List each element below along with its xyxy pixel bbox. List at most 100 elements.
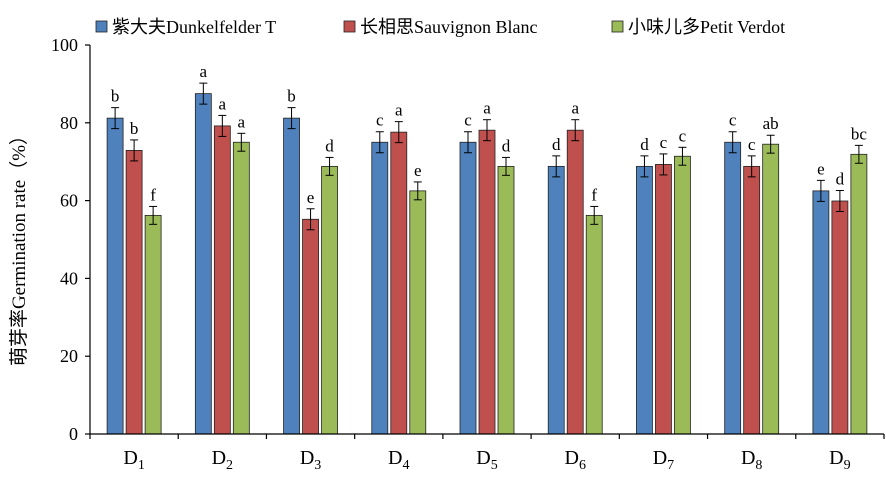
significance-letter: c [729, 111, 737, 130]
category-label-subscript: 7 [667, 458, 674, 473]
category-label: D8 [741, 447, 762, 473]
significance-letter: bc [851, 124, 868, 143]
category-label-subscript: 3 [314, 458, 321, 473]
category-label-base: D [212, 447, 226, 469]
bar [213, 125, 231, 435]
bar [194, 93, 212, 435]
bar [371, 141, 389, 435]
y-tick-label: 0 [69, 424, 78, 444]
bar [283, 117, 300, 435]
y-tick-label: 100 [51, 35, 78, 55]
category-label: D3 [300, 447, 321, 473]
bar [106, 117, 124, 435]
legend-item: 小味儿多Petit Verdot [611, 17, 785, 37]
y-axis-label: 萌芽率Germination rate（%） [8, 126, 30, 366]
significance-letter: d [325, 136, 334, 155]
significance-letter: c [464, 111, 472, 130]
significance-letter: a [571, 99, 579, 118]
legend-swatch [95, 20, 108, 33]
category-label-base: D [829, 447, 843, 469]
significance-letter: e [414, 161, 422, 180]
bar [321, 165, 338, 435]
y-tick-label: 20 [60, 346, 78, 366]
bar [812, 190, 830, 435]
category-label-base: D [564, 447, 578, 469]
bar [390, 131, 408, 435]
category-label-subscript: 5 [491, 458, 498, 473]
category-label-subscript: 6 [579, 458, 586, 473]
bar [409, 190, 427, 435]
category-label-base: D [741, 447, 755, 469]
legend-item: 紫大夫Dunkelfelder T [95, 17, 276, 37]
significance-letter: b [287, 87, 296, 106]
bar [497, 165, 515, 435]
significance-letter: c [660, 133, 668, 152]
category-label-base: D [123, 447, 137, 469]
significance-letter: a [200, 62, 208, 81]
category-label-subscript: 8 [755, 458, 762, 473]
bar [144, 214, 162, 435]
significance-letter: d [502, 136, 511, 155]
significance-letter: e [307, 188, 315, 207]
category-label-subscript: 4 [403, 458, 410, 473]
significance-letter: d [640, 135, 649, 154]
category-label-subscript: 2 [226, 458, 233, 473]
significance-letter: c [376, 111, 384, 130]
significance-letter: d [552, 135, 561, 154]
significance-letter: a [483, 99, 491, 118]
category-label: D9 [829, 447, 850, 473]
significance-letter: b [111, 87, 120, 106]
bar [655, 164, 672, 435]
y-tick-label: 80 [60, 113, 78, 133]
bar [566, 129, 584, 435]
bar [831, 200, 849, 435]
significance-letter: a [395, 101, 403, 120]
significance-letter: f [591, 185, 597, 204]
category-label: D6 [564, 447, 585, 473]
significance-letter: b [130, 119, 139, 138]
bar [724, 141, 742, 435]
legend-swatch [611, 20, 624, 33]
bar [547, 165, 565, 435]
category-label: D2 [212, 447, 233, 473]
significance-letter: e [817, 159, 825, 178]
legend-label: 紫大夫Dunkelfelder T [112, 17, 276, 37]
y-tick-label: 60 [60, 191, 78, 211]
category-label-base: D [388, 447, 402, 469]
legend-label: 小味儿多Petit Verdot [628, 17, 785, 37]
significance-letter: c [748, 135, 756, 154]
bar [585, 214, 603, 435]
legend-swatch [343, 20, 356, 33]
legend: 紫大夫Dunkelfelder T 长相思Sauvignon Blanc 小味儿多P… [95, 17, 785, 37]
bar [850, 153, 868, 435]
bar [674, 155, 691, 435]
category-label: D1 [123, 447, 144, 473]
legend-label: 长相思Sauvignon Blanc [360, 17, 538, 37]
legend-item: 长相思Sauvignon Blanc [343, 17, 538, 37]
significance-letter: ab [763, 114, 779, 133]
bar [762, 143, 780, 435]
significance-letter: a [238, 112, 246, 131]
bar [302, 218, 319, 435]
significance-letter: f [150, 185, 156, 204]
bar [636, 165, 653, 435]
category-label-base: D [653, 447, 667, 469]
category-label: D7 [653, 447, 674, 473]
bar [478, 129, 496, 435]
category-label: D5 [476, 447, 497, 473]
significance-letter: c [679, 126, 687, 145]
bar [743, 165, 761, 435]
bar [232, 141, 250, 435]
y-tick-label: 40 [60, 268, 78, 288]
category-label-base: D [476, 447, 490, 469]
category-label-base: D [300, 447, 314, 469]
category-label-subscript: 9 [844, 458, 851, 473]
bar [459, 141, 477, 435]
category-label: D4 [388, 447, 409, 473]
significance-letter: a [219, 94, 227, 113]
category-label-subscript: 1 [138, 458, 145, 473]
bar [125, 150, 143, 435]
